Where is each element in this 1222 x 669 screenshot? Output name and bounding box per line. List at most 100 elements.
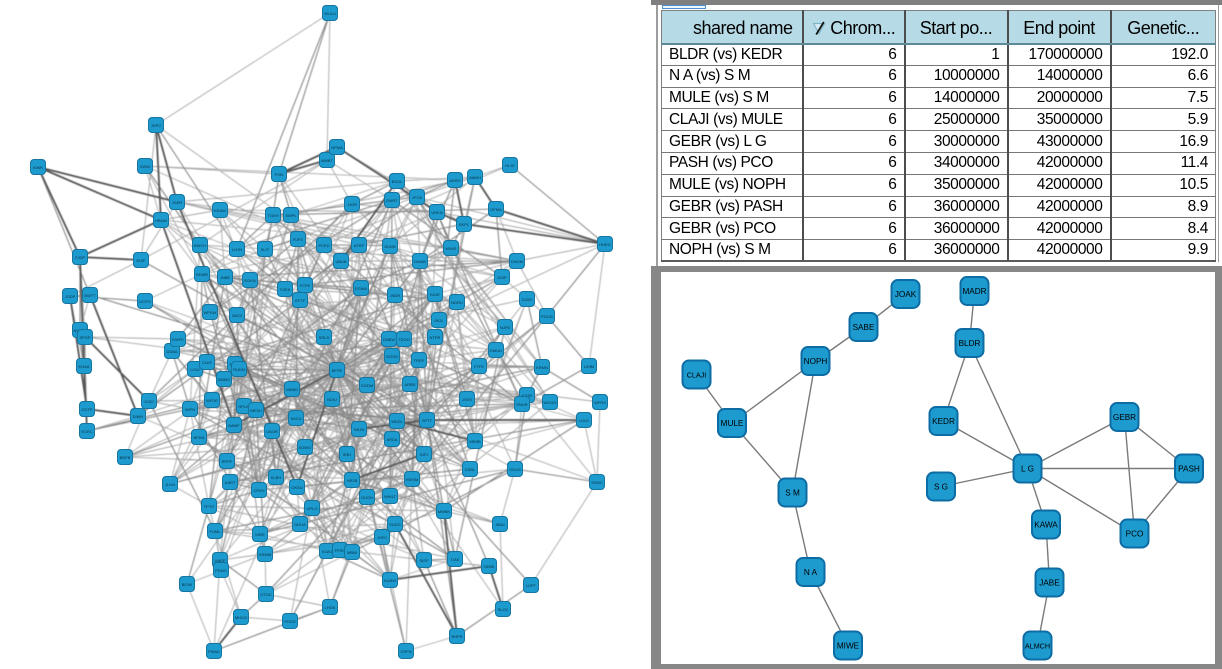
svg-text:SBAI: SBAI bbox=[495, 522, 504, 527]
svg-text:HSWM: HSWM bbox=[259, 552, 272, 557]
svg-text:TOEK: TOEK bbox=[280, 287, 291, 292]
svg-text:OEBE: OEBE bbox=[483, 564, 494, 569]
svg-text:WKDL: WKDL bbox=[391, 419, 403, 424]
svg-text:TDOO: TDOO bbox=[398, 337, 410, 342]
svg-text:SRLD: SRLD bbox=[319, 335, 330, 340]
svg-text:HPLW: HPLW bbox=[238, 404, 249, 409]
svg-text:IMPN: IMPN bbox=[185, 407, 195, 412]
svg-text:BAOI: BAOI bbox=[232, 313, 242, 318]
svg-text:MMBT: MMBT bbox=[321, 158, 333, 163]
svg-text:JFCB: JFCB bbox=[412, 195, 422, 200]
svg-text:SSMC: SSMC bbox=[591, 480, 603, 485]
svg-text:TGKH: TGKH bbox=[267, 213, 278, 218]
svg-text:LHGK: LHGK bbox=[325, 605, 336, 610]
svg-text:EGWA: EGWA bbox=[355, 286, 367, 291]
svg-text:PDNO: PDNO bbox=[215, 568, 227, 573]
svg-text:WGGG: WGGG bbox=[543, 400, 556, 405]
svg-text:AAWH: AAWH bbox=[469, 175, 481, 180]
svg-text:TREP: TREP bbox=[414, 358, 425, 363]
svg-text:RUDN: RUDN bbox=[233, 367, 245, 372]
svg-text:MMNK: MMNK bbox=[438, 509, 451, 514]
svg-text:WFKW: WFKW bbox=[204, 310, 217, 315]
svg-text:UAEP: UAEP bbox=[215, 558, 226, 563]
svg-text:NOPH: NOPH bbox=[804, 357, 828, 366]
svg-text:UWJR: UWJR bbox=[266, 429, 278, 434]
svg-text:TPTO: TPTO bbox=[204, 504, 215, 509]
svg-text:ODUS: ODUS bbox=[509, 467, 521, 472]
svg-text:DNOM: DNOM bbox=[511, 259, 523, 264]
svg-text:GFTF: GFTF bbox=[295, 298, 306, 303]
svg-text:TIAK: TIAK bbox=[451, 557, 460, 562]
svg-text:BFDN: BFDN bbox=[194, 435, 205, 440]
svg-text:KIWK: KIWK bbox=[33, 165, 44, 170]
svg-text:DMRT: DMRT bbox=[386, 198, 398, 203]
svg-text:RHFR: RHFR bbox=[451, 634, 462, 639]
svg-text:LHJN: LHJN bbox=[232, 247, 242, 252]
svg-text:JODP: JODP bbox=[65, 294, 76, 299]
svg-text:GFMA: GFMA bbox=[490, 207, 502, 212]
svg-text:GOGK: GOGK bbox=[386, 354, 398, 359]
svg-text:ENUR: ENUR bbox=[516, 402, 527, 407]
svg-text:DWAB: DWAB bbox=[414, 259, 426, 264]
svg-text:OJIO: OJIO bbox=[144, 399, 153, 404]
svg-text:JDPC: JDPC bbox=[151, 123, 162, 128]
svg-text:KLIT: KLIT bbox=[261, 247, 270, 252]
svg-text:PASH: PASH bbox=[1178, 464, 1200, 473]
svg-text:WWLT: WWLT bbox=[384, 494, 396, 499]
svg-text:MESU: MESU bbox=[250, 408, 262, 413]
svg-text:POKD: POKD bbox=[284, 619, 295, 624]
svg-text:SABE: SABE bbox=[853, 323, 875, 332]
svg-text:EGKN: EGKN bbox=[244, 278, 255, 283]
svg-text:IUUE: IUUE bbox=[430, 292, 440, 297]
svg-text:EKPL: EKPL bbox=[459, 222, 470, 227]
svg-text:KEDR: KEDR bbox=[932, 417, 955, 426]
svg-text:KJOE: KJOE bbox=[522, 393, 533, 398]
svg-text:JLKN: JLKN bbox=[165, 482, 175, 487]
svg-text:DDBA: DDBA bbox=[166, 349, 177, 354]
svg-text:HRJB: HRJB bbox=[347, 478, 358, 483]
svg-text:JABE: JABE bbox=[1039, 578, 1060, 587]
svg-text:IEBJ: IEBJ bbox=[343, 452, 351, 457]
svg-text:L G: L G bbox=[1021, 464, 1034, 473]
svg-text:IIWW: IIWW bbox=[140, 164, 150, 169]
svg-text:NPMA: NPMA bbox=[331, 145, 343, 150]
svg-text:HHEG: HHEG bbox=[599, 242, 611, 247]
svg-text:RPPF: RPPF bbox=[222, 459, 233, 464]
svg-text:WFRS: WFRS bbox=[594, 400, 606, 405]
svg-text:OTOC: OTOC bbox=[260, 592, 272, 597]
svg-text:ARBS: ARBS bbox=[405, 382, 416, 387]
svg-text:MWIS: MWIS bbox=[446, 246, 457, 251]
svg-text:CDTP: CDTP bbox=[82, 407, 93, 412]
svg-text:IRGL: IRGL bbox=[434, 318, 444, 323]
svg-text:NTPR: NTPR bbox=[430, 335, 441, 340]
svg-text:BCIW: BCIW bbox=[182, 582, 193, 587]
svg-text:PWAD: PWAD bbox=[208, 649, 220, 654]
svg-text:SGWO: SGWO bbox=[299, 445, 312, 450]
svg-text:BFPE: BFPE bbox=[332, 368, 343, 373]
svg-text:PCEU: PCEU bbox=[318, 243, 329, 248]
svg-text:JOAK: JOAK bbox=[895, 290, 917, 299]
svg-text:MIWE: MIWE bbox=[837, 641, 860, 650]
svg-text:KWCH: KWCH bbox=[194, 243, 206, 248]
svg-text:MEBB: MEBB bbox=[469, 439, 481, 444]
svg-text:KEAW: KEAW bbox=[214, 208, 226, 213]
svg-text:BSGL: BSGL bbox=[392, 179, 403, 184]
svg-text:KUBW: KUBW bbox=[384, 578, 396, 583]
svg-text:ALMCH: ALMCH bbox=[1025, 641, 1050, 650]
svg-text:BWTT: BWTT bbox=[84, 293, 96, 298]
svg-text:LOUI: LOUI bbox=[190, 367, 199, 372]
svg-text:NDIU: NDIU bbox=[327, 397, 337, 402]
svg-text:CRFN: CRFN bbox=[400, 649, 411, 654]
svg-text:NJFB: NJFB bbox=[500, 325, 510, 330]
svg-text:NSJN: NSJN bbox=[354, 427, 365, 432]
svg-text:EWFK: EWFK bbox=[172, 337, 184, 342]
svg-text:PGUG: PGUG bbox=[541, 314, 553, 319]
svg-text:UHIM: UHIM bbox=[584, 364, 594, 369]
svg-text:RDMR: RDMR bbox=[196, 272, 208, 277]
svg-text:S M: S M bbox=[785, 488, 800, 497]
svg-text:BDFB: BDFB bbox=[120, 455, 131, 460]
svg-text:DMMO: DMMO bbox=[218, 377, 231, 382]
svg-text:URKN: URKN bbox=[431, 210, 442, 215]
svg-text:KHAA: KHAA bbox=[79, 364, 90, 369]
svg-text:DLWB: DLWB bbox=[384, 244, 396, 249]
